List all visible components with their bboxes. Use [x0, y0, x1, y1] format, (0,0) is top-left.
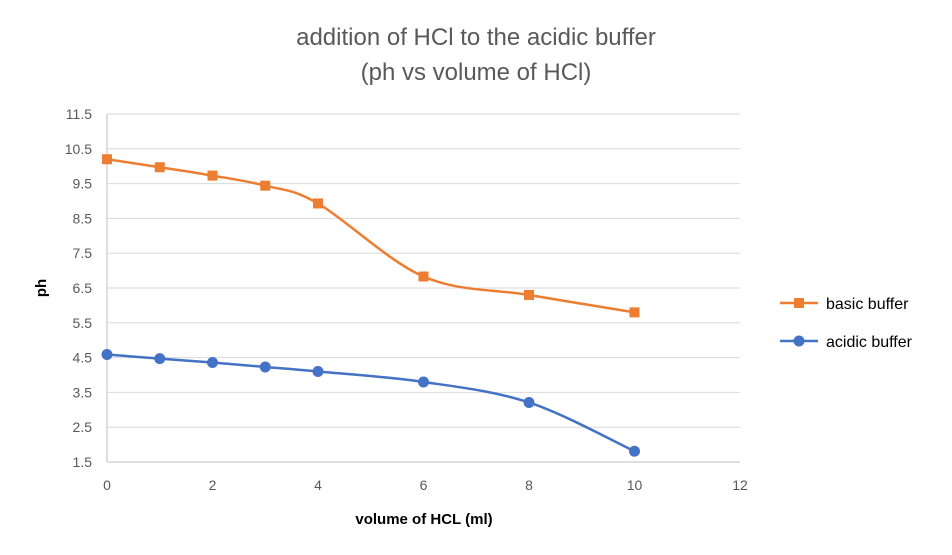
x-tick-label: 0: [103, 477, 111, 493]
data-point-circle: [207, 356, 218, 368]
gridlines: [107, 113, 740, 463]
data-point-square: [418, 271, 429, 282]
legend-marker-circle: [793, 335, 805, 347]
x-axis-label: volume of HCL (ml): [355, 511, 492, 528]
series-group: [101, 154, 640, 457]
legend-marker-square: [794, 298, 804, 308]
data-point-circle: [101, 348, 113, 360]
x-tick-label: 12: [732, 477, 748, 493]
data-point-circle: [418, 376, 429, 388]
y-tick-label: 3.5: [73, 384, 93, 400]
y-tick-label: 7.5: [73, 245, 93, 261]
data-point-square: [629, 307, 640, 318]
data-point-square: [524, 289, 534, 300]
y-tick-label: 8.5: [73, 210, 93, 226]
y-tick-label: 1.5: [73, 454, 93, 470]
data-point-square: [260, 180, 271, 191]
data-point-circle: [259, 361, 271, 373]
y-tick-label: 4.5: [73, 350, 93, 366]
series-line-basic-buffer: [106, 158, 635, 314]
legend: basic buffer acidic buffer: [780, 296, 913, 351]
x-tick-label: 6: [420, 477, 428, 493]
x-tick-label: 2: [209, 477, 217, 493]
data-point-circle: [523, 396, 535, 408]
legend-label-acidic: acidic buffer: [826, 334, 913, 351]
data-point-square: [207, 170, 218, 181]
data-point-circle: [154, 353, 166, 365]
data-point-circle: [629, 445, 640, 457]
chart-title-line-1: addition of HCl to the acidic buffer: [296, 24, 656, 51]
y-axis-ticks: 1.5 2.5 3.5 4.5 5.5 6.5 7.5 8.5 9.5 10.5 11.5: [65, 106, 92, 470]
y-axis-label: ph: [33, 279, 50, 297]
legend-item-basic-buffer: basic buffer: [780, 296, 909, 313]
y-tick-label: 2.5: [73, 419, 93, 435]
y-tick-label: 5.5: [73, 315, 93, 331]
x-tick-label: 4: [314, 477, 322, 493]
legend-label-basic: basic buffer: [826, 296, 909, 313]
y-tick-label: 9.5: [73, 176, 93, 192]
data-point-circle: [312, 366, 324, 378]
data-point-square: [313, 198, 323, 209]
x-tick-label: 8: [525, 477, 533, 493]
series-line-acidic-buffer: [106, 353, 636, 453]
y-tick-label: 11.5: [66, 106, 92, 122]
x-axis-ticks: 0 2 4 6 8 10 12: [103, 477, 748, 493]
data-point-square: [102, 154, 112, 165]
chart-title-line-2: (ph vs volume of HCl): [361, 59, 592, 86]
y-tick-label: 10.5: [65, 141, 92, 157]
x-tick-label: 10: [627, 477, 643, 493]
legend-item-acidic-buffer: acidic buffer: [780, 334, 913, 351]
y-tick-label: 6.5: [73, 280, 93, 296]
data-point-square: [154, 162, 165, 173]
